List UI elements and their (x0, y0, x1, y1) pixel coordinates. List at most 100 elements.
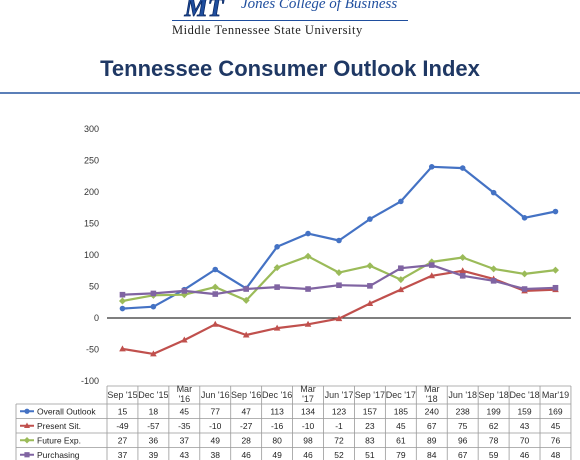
data-point (150, 350, 157, 357)
data-label: 18 (149, 406, 159, 416)
data-point (273, 264, 281, 272)
data-point (273, 324, 281, 331)
data-label: 45 (396, 421, 406, 431)
data-label: -16 (271, 421, 284, 431)
x-tick-label: Dec '17 (386, 390, 416, 400)
y-tick-label: 0 (94, 313, 99, 323)
data-label: 80 (272, 435, 282, 445)
data-point (459, 254, 467, 262)
data-point (459, 267, 466, 274)
data-point (211, 320, 219, 327)
legend-marker (23, 437, 31, 444)
data-label: 84 (427, 450, 437, 460)
data-label: -49 (116, 421, 129, 431)
data-label: 62 (489, 421, 499, 431)
data-label: 61 (396, 435, 406, 445)
data-label: -35 (178, 421, 191, 431)
data-point (304, 320, 312, 327)
x-tick-label: '16 (178, 394, 190, 404)
data-label: -1 (335, 421, 343, 431)
x-tick-label: Sep '18 (479, 390, 509, 400)
data-point (119, 305, 126, 312)
data-point (212, 291, 219, 297)
data-point (367, 283, 373, 289)
x-tick-label: Mar (300, 384, 316, 394)
x-tick-label: Sep '16 (231, 390, 261, 400)
data-label: 157 (363, 406, 377, 416)
data-label: 48 (551, 450, 561, 460)
x-tick-label: '18 (426, 394, 438, 404)
x-tick-label: Sep '15 (107, 390, 137, 400)
data-point (397, 276, 405, 284)
data-label: 45 (551, 421, 561, 431)
y-tick-label: 150 (84, 219, 99, 229)
data-label: 98 (303, 435, 313, 445)
data-label: 76 (551, 435, 561, 445)
data-label: 46 (241, 450, 251, 460)
legend-label: Present Sit. (37, 421, 81, 431)
data-label: 27 (118, 435, 128, 445)
data-label: -57 (147, 421, 160, 431)
data-label: 123 (332, 406, 346, 416)
data-point (521, 215, 528, 221)
data-label: 134 (301, 406, 315, 416)
header-rule (172, 20, 408, 21)
y-tick-label: -50 (86, 345, 99, 355)
data-label: 75 (458, 421, 468, 431)
data-label: 169 (548, 406, 562, 416)
data-point (459, 272, 466, 279)
x-tick-label: Jun '16 (201, 390, 230, 400)
data-label: 67 (458, 450, 468, 460)
data-point (397, 286, 405, 293)
data-point (398, 198, 404, 205)
data-label: 96 (458, 435, 468, 445)
data-point (242, 331, 250, 338)
data-label: 43 (520, 421, 530, 431)
data-label: 113 (270, 406, 284, 416)
x-tick-label: Jun '18 (448, 390, 477, 400)
data-point (274, 244, 280, 250)
data-point (428, 262, 435, 268)
data-point (304, 252, 312, 260)
x-tick-label: Dec '18 (509, 390, 539, 400)
page-title: Tennessee Consumer Outlook Index (100, 56, 480, 81)
y-tick-label: -100 (81, 376, 99, 386)
data-point (398, 265, 404, 272)
y-tick-label: 250 (84, 156, 99, 166)
data-point (428, 272, 436, 279)
data-point (336, 282, 342, 289)
legend-label: Overall Outlook (37, 406, 96, 416)
data-point (552, 284, 559, 291)
data-point (305, 230, 311, 237)
data-point (242, 296, 250, 304)
data-label: 23 (365, 421, 375, 431)
data-point (366, 262, 374, 270)
legend-label: Purchasing (37, 450, 80, 460)
data-point (521, 286, 528, 292)
legend-marker (24, 422, 30, 429)
data-point (243, 286, 249, 292)
x-tick-label: Sep '17 (355, 390, 385, 400)
data-label: 43 (180, 450, 190, 460)
data-point (490, 189, 497, 196)
data-label: 49 (211, 435, 221, 445)
data-label: 70 (520, 435, 530, 445)
data-label: 79 (396, 450, 406, 460)
data-label: 83 (365, 435, 375, 445)
college-name: Jones College of Business (241, 0, 398, 12)
data-point (150, 303, 157, 310)
data-label: 51 (365, 450, 375, 460)
data-point (119, 291, 126, 298)
y-tick-label: 100 (84, 250, 99, 260)
data-point (274, 284, 280, 290)
header: MT Jones College of Business Middle Tenn… (0, 0, 580, 40)
data-label: 38 (211, 450, 221, 460)
data-label: 28 (241, 435, 251, 445)
data-label: 59 (489, 450, 499, 460)
data-point (367, 216, 373, 222)
data-point (335, 315, 343, 322)
x-tick-label: Dec '15 (138, 390, 168, 400)
data-label: 46 (303, 450, 313, 460)
data-point (490, 265, 498, 273)
